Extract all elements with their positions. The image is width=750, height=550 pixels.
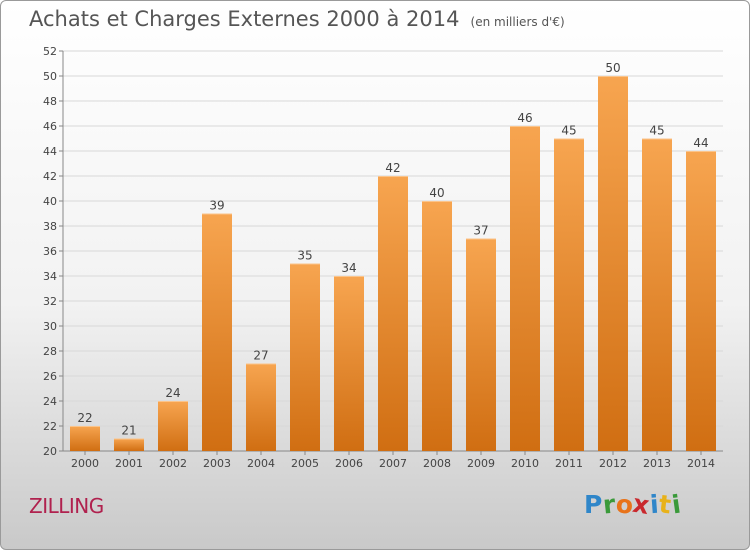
x-tick-label: 2008 — [423, 457, 451, 470]
y-tick-label: 46 — [43, 120, 57, 133]
y-tick-label: 52 — [43, 45, 57, 58]
data-label: 42 — [385, 161, 400, 175]
bar — [686, 151, 716, 451]
data-label: 44 — [693, 136, 708, 150]
y-tick-label: 40 — [43, 195, 57, 208]
x-tick-label: 2014 — [687, 457, 715, 470]
chart-subtitle: (en milliers d'€) — [470, 15, 565, 29]
x-tick-label: 2001 — [115, 457, 143, 470]
bar — [510, 126, 540, 451]
y-tick-label: 42 — [43, 170, 57, 183]
y-tick-label: 34 — [43, 270, 57, 283]
x-tick-label: 2007 — [379, 457, 407, 470]
data-label: 21 — [121, 424, 136, 438]
data-label: 35 — [297, 249, 312, 263]
data-label: 40 — [429, 186, 444, 200]
y-tick-label: 36 — [43, 245, 57, 258]
proxiti-logo: Proxiti — [584, 489, 683, 520]
bar — [378, 176, 408, 451]
data-label: 37 — [473, 224, 488, 238]
x-tick-label: 2004 — [247, 457, 275, 470]
x-tick-label: 2012 — [599, 457, 627, 470]
y-tick-label: 26 — [43, 370, 57, 383]
x-tick-label: 2011 — [555, 457, 583, 470]
bar — [158, 401, 188, 451]
bar — [334, 276, 364, 451]
data-label: 50 — [605, 61, 620, 75]
data-label: 24 — [165, 386, 180, 400]
y-tick-label: 20 — [43, 445, 57, 458]
data-label: 22 — [77, 411, 92, 425]
bar — [466, 238, 496, 451]
bar — [422, 201, 452, 451]
y-tick-label: 38 — [43, 220, 57, 233]
bar — [598, 76, 628, 451]
y-tick-label: 44 — [43, 145, 57, 158]
x-tick-label: 2006 — [335, 457, 363, 470]
bar — [554, 138, 584, 451]
location-label: ZILLING — [29, 494, 104, 518]
x-tick-label: 2009 — [467, 457, 495, 470]
y-tick-label: 24 — [43, 395, 57, 408]
data-label: 46 — [517, 111, 532, 125]
bar — [246, 363, 276, 451]
x-tick-label: 2005 — [291, 457, 319, 470]
bar — [70, 426, 100, 451]
x-tick-label: 2002 — [159, 457, 187, 470]
title-block: Achats et Charges Externes 2000 à 2014 (… — [29, 7, 565, 31]
data-label: 34 — [341, 261, 356, 275]
bar — [290, 263, 320, 451]
y-tick-label: 48 — [43, 95, 57, 108]
x-tick-label: 2013 — [643, 457, 671, 470]
chart-title: Achats et Charges Externes 2000 à 2014 — [29, 7, 460, 31]
x-tick-label: 2003 — [203, 457, 231, 470]
y-tick-label: 30 — [43, 320, 57, 333]
bar — [642, 138, 672, 451]
data-label: 45 — [561, 124, 576, 138]
y-tick-label: 22 — [43, 420, 57, 433]
y-tick-label: 32 — [43, 295, 57, 308]
y-tick-label: 28 — [43, 345, 57, 358]
bar — [202, 213, 232, 451]
data-label: 27 — [253, 349, 268, 363]
x-tick-label: 2000 — [71, 457, 99, 470]
bar — [114, 438, 144, 451]
data-label: 45 — [649, 124, 664, 138]
y-tick-label: 50 — [43, 70, 57, 83]
data-label: 39 — [209, 199, 224, 213]
logo-letter: P — [584, 490, 603, 519]
x-tick-label: 2010 — [511, 457, 539, 470]
